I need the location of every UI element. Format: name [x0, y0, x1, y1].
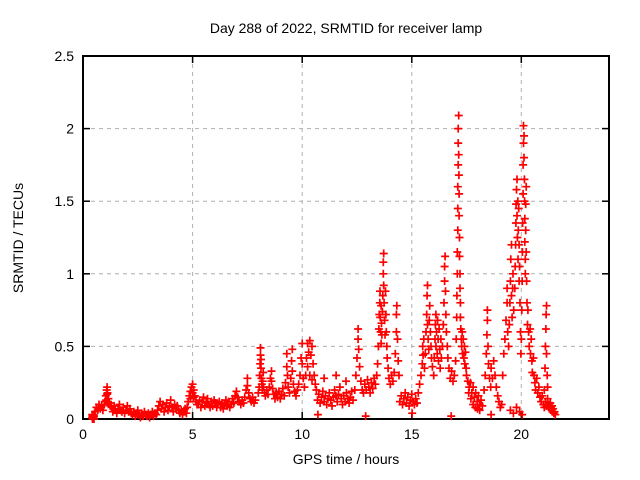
x-tick-label: 0 — [79, 426, 87, 442]
y-tick-label: 1.5 — [55, 193, 75, 209]
y-tick-label: 2 — [66, 121, 74, 137]
x-tick-label: 5 — [189, 426, 197, 442]
x-axis-label: GPS time / hours — [292, 451, 400, 467]
y-tick-label: 0 — [66, 411, 74, 427]
x-tick-label: 10 — [294, 426, 310, 442]
plot-border — [82, 55, 610, 420]
y-tick-label: 1 — [66, 266, 74, 282]
x-tick-label: 15 — [404, 426, 420, 442]
chart-title: Day 288 of 2022, SRMTID for receiver lam… — [209, 20, 483, 36]
y-tick-label: 0.5 — [55, 338, 75, 354]
y-tick-label: 2.5 — [55, 48, 75, 64]
x-tick-label: 20 — [514, 426, 530, 442]
data-points — [88, 111, 560, 423]
